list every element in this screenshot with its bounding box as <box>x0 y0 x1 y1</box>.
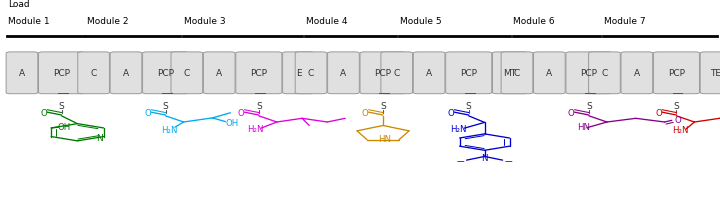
Text: S: S <box>256 102 261 111</box>
Text: N: N <box>481 153 488 162</box>
Text: Load: Load <box>8 0 30 9</box>
Text: O: O <box>40 108 47 117</box>
Text: O: O <box>674 116 681 125</box>
Text: A: A <box>634 69 640 78</box>
FancyBboxPatch shape <box>534 53 565 94</box>
FancyBboxPatch shape <box>295 53 327 94</box>
Text: TE: TE <box>711 69 720 78</box>
Text: Module 7: Module 7 <box>604 17 646 26</box>
Text: S: S <box>466 102 472 111</box>
Text: PCP: PCP <box>580 69 598 78</box>
Text: S: S <box>59 102 64 111</box>
Text: S: S <box>586 102 592 111</box>
Text: Module 5: Module 5 <box>400 17 441 26</box>
Text: OH: OH <box>58 123 71 132</box>
Text: MT: MT <box>503 69 517 78</box>
Text: C: C <box>308 69 314 78</box>
FancyBboxPatch shape <box>589 53 621 94</box>
Text: O: O <box>655 108 662 117</box>
FancyBboxPatch shape <box>39 53 85 94</box>
FancyBboxPatch shape <box>78 53 109 94</box>
Text: O: O <box>238 108 244 117</box>
FancyBboxPatch shape <box>701 53 720 94</box>
FancyBboxPatch shape <box>621 53 653 94</box>
Text: Module 1: Module 1 <box>8 17 50 26</box>
FancyBboxPatch shape <box>203 53 235 94</box>
Text: —: — <box>505 156 512 165</box>
FancyBboxPatch shape <box>110 53 142 94</box>
FancyBboxPatch shape <box>282 53 314 94</box>
FancyBboxPatch shape <box>171 53 203 94</box>
Text: A: A <box>123 69 129 78</box>
Text: A: A <box>546 69 552 78</box>
FancyBboxPatch shape <box>235 53 282 94</box>
Text: C: C <box>601 69 608 78</box>
FancyBboxPatch shape <box>6 53 37 94</box>
FancyBboxPatch shape <box>413 53 445 94</box>
FancyBboxPatch shape <box>381 53 413 94</box>
Text: Module 6: Module 6 <box>513 17 555 26</box>
Text: PCP: PCP <box>460 69 477 78</box>
Text: S: S <box>163 102 168 111</box>
Text: Module 2: Module 2 <box>87 17 129 26</box>
FancyBboxPatch shape <box>328 53 359 94</box>
Text: H₂N: H₂N <box>672 125 688 134</box>
Text: A: A <box>341 69 346 78</box>
Text: PCP: PCP <box>53 69 70 78</box>
FancyBboxPatch shape <box>143 53 189 94</box>
FancyBboxPatch shape <box>360 53 406 94</box>
Text: Module 3: Module 3 <box>184 17 225 26</box>
Text: C: C <box>184 69 190 78</box>
Text: C: C <box>514 69 520 78</box>
Text: H₂N: H₂N <box>450 124 466 133</box>
Text: HN: HN <box>378 134 391 143</box>
Text: —: — <box>457 156 464 165</box>
Text: H₂N: H₂N <box>247 124 264 133</box>
Text: PCP: PCP <box>251 69 267 78</box>
Text: S: S <box>674 102 679 111</box>
Text: A: A <box>216 69 222 78</box>
Text: A: A <box>19 69 25 78</box>
Text: E: E <box>296 69 301 78</box>
Text: OH: OH <box>226 118 239 127</box>
Text: O: O <box>361 108 369 117</box>
Text: PCP: PCP <box>157 69 174 78</box>
Text: HN: HN <box>577 122 590 131</box>
Text: C: C <box>91 69 96 78</box>
Text: C: C <box>394 69 400 78</box>
FancyBboxPatch shape <box>654 53 700 94</box>
FancyBboxPatch shape <box>446 53 492 94</box>
Text: O: O <box>144 108 151 117</box>
Text: PCP: PCP <box>668 69 685 78</box>
Text: H₂N: H₂N <box>161 126 177 135</box>
Text: S: S <box>380 102 386 111</box>
Text: O: O <box>447 108 454 117</box>
Text: N: N <box>96 133 103 142</box>
Text: PCP: PCP <box>374 69 392 78</box>
FancyBboxPatch shape <box>492 53 528 94</box>
FancyBboxPatch shape <box>501 53 533 94</box>
Text: Module 4: Module 4 <box>306 17 348 26</box>
FancyBboxPatch shape <box>566 53 612 94</box>
Text: A: A <box>426 69 432 78</box>
Text: O: O <box>567 108 575 117</box>
